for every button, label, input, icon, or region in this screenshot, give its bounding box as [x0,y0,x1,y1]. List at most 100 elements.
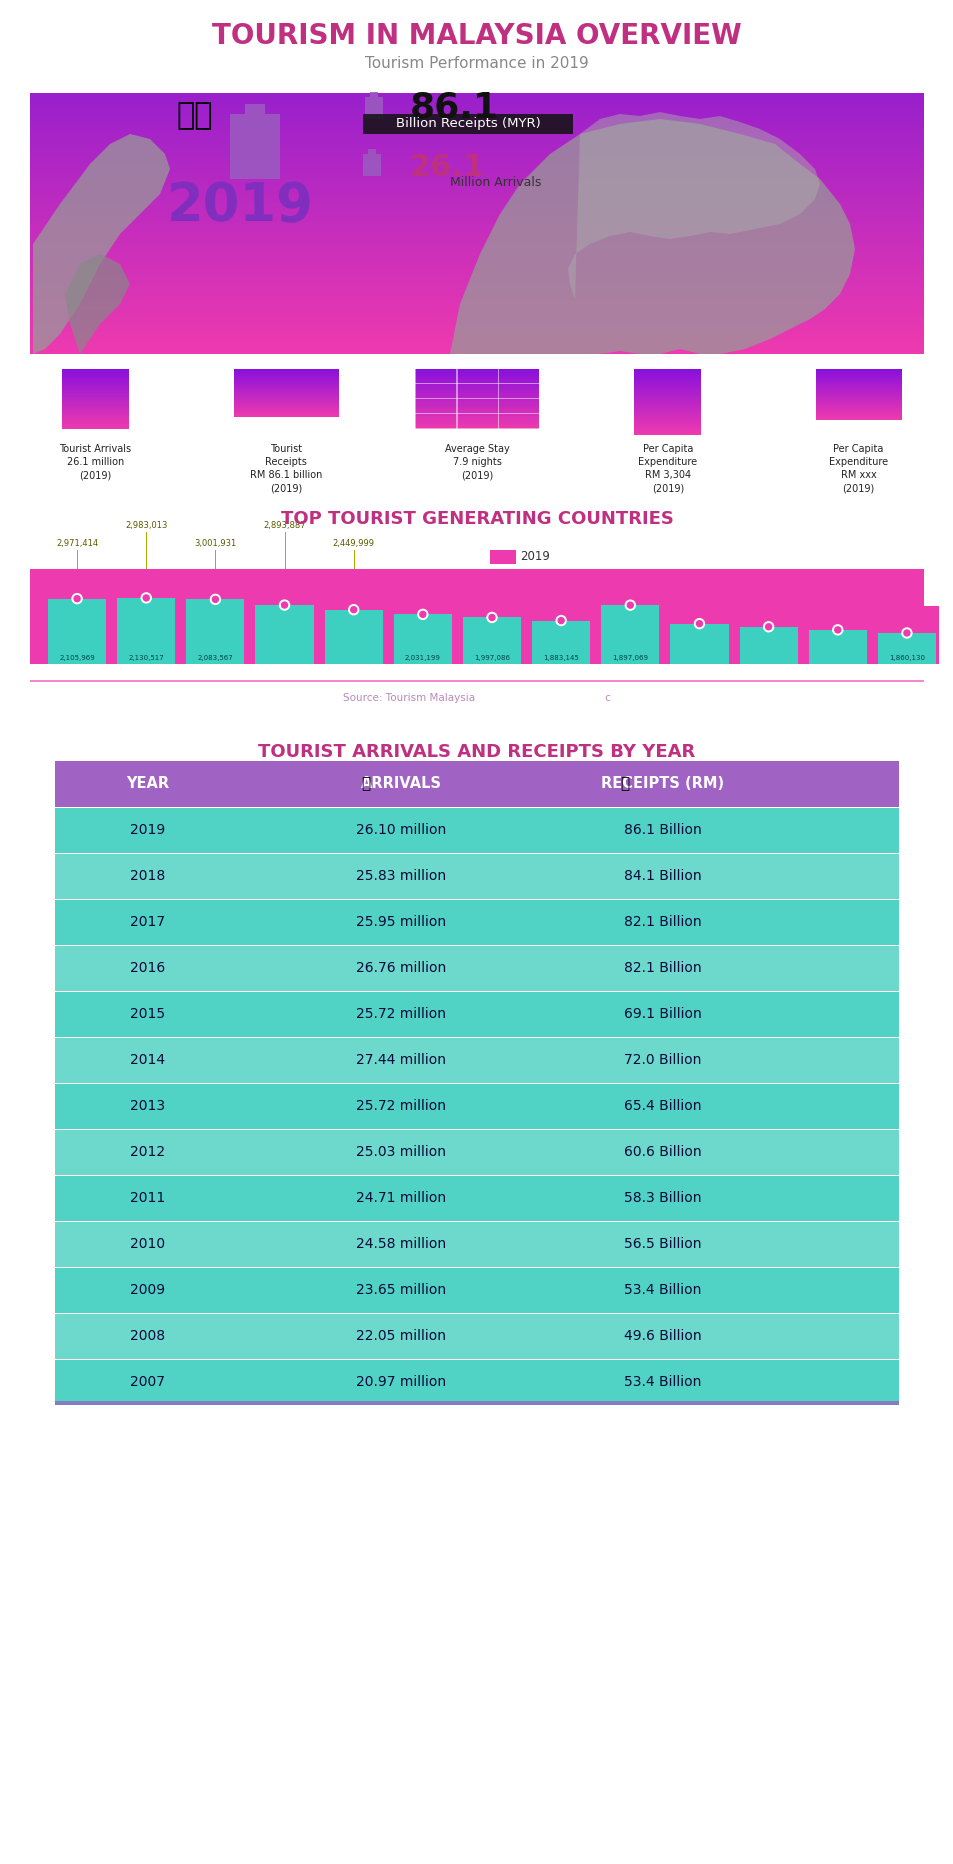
Bar [30,196,923,198]
Circle shape [281,602,287,608]
Bar [30,255,923,259]
Bar [30,289,923,291]
Text: 49.6 Billion: 49.6 Billion [623,1329,700,1344]
Bar [532,621,590,664]
Text: 2,031,199: 2,031,199 [404,654,440,662]
Bar [30,339,923,343]
Text: 1,897,069: 1,897,069 [612,654,648,662]
Bar [30,125,923,129]
Bar [30,237,923,239]
Bar [30,281,923,285]
Text: Tourist
Receipts
RM 86.1 billion
(2019): Tourist Receipts RM 86.1 billion (2019) [250,444,322,494]
Bar [30,226,923,227]
Bar [30,188,923,192]
Bar [30,298,923,302]
Text: 26.10 million: 26.10 million [355,824,446,837]
Circle shape [279,600,289,610]
Bar [255,606,314,664]
Bar [30,121,923,125]
Bar [736,606,800,664]
Bar [55,1038,898,1083]
Bar [30,233,923,237]
Text: 🇲🇾: 🇲🇾 [176,101,213,130]
Bar [30,252,923,254]
Bar [874,606,938,664]
Text: 💰: 💰 [619,777,629,792]
Bar [30,240,923,244]
Bar [230,114,280,179]
Bar [30,136,923,140]
Text: 1,997,086: 1,997,086 [474,654,510,662]
Bar [667,602,731,664]
Bar [186,600,244,664]
Circle shape [694,619,703,628]
Circle shape [419,611,425,617]
Text: Tourism Performance in 2019: Tourism Performance in 2019 [365,56,588,71]
Text: 65.4 Billion: 65.4 Billion [623,1100,700,1113]
Bar [30,134,923,138]
Bar [30,313,923,317]
Polygon shape [65,254,130,354]
Text: 2,105,969: 2,105,969 [59,654,95,662]
Bar [30,239,923,240]
Bar [529,600,593,664]
Text: 2,893,887: 2,893,887 [263,522,306,529]
Text: 69.1 Billion: 69.1 Billion [623,1008,700,1021]
Bar [30,162,923,166]
Bar [30,177,923,181]
Text: 26.76 million: 26.76 million [355,962,446,975]
Bar [30,179,923,183]
Circle shape [211,595,220,604]
Text: Source: Tourism Malaysia                                        c: Source: Tourism Malaysia c [343,693,610,703]
Bar [30,306,923,309]
Text: 2012: 2012 [131,1146,165,1159]
Circle shape [832,624,841,636]
Text: 26.1: 26.1 [410,153,485,181]
Bar [30,207,923,211]
Bar [30,285,923,289]
Text: 53.4 Billion: 53.4 Billion [623,1284,700,1297]
Bar [30,311,923,315]
Bar [55,1314,898,1359]
Bar [30,304,923,306]
Text: 2008: 2008 [131,1329,165,1344]
Bar [30,183,923,185]
Bar [55,900,898,945]
Bar [30,250,923,252]
Text: 24.58 million: 24.58 million [355,1238,446,1251]
Bar [114,572,178,664]
Text: 20.97 million: 20.97 million [355,1376,446,1389]
Bar [55,1268,898,1312]
Circle shape [486,613,497,623]
Bar [30,99,923,103]
Bar [30,171,923,173]
Bar [55,761,898,807]
Bar [55,1402,898,1405]
Bar [30,324,923,328]
Bar [459,598,523,664]
Text: 84.1 Billion: 84.1 Billion [623,869,700,884]
Bar [30,97,923,101]
Text: Billion Receipts (MYR): Billion Receipts (MYR) [395,117,539,130]
Bar [30,283,923,287]
Bar [55,807,898,854]
Text: 86.1 Billion: 86.1 Billion [623,824,700,837]
Bar [30,291,923,293]
Bar [30,345,923,347]
Bar [490,550,516,565]
Circle shape [903,630,909,636]
Bar [30,166,923,170]
Text: YEAR: YEAR [126,777,170,792]
Text: 72.0 Billion: 72.0 Billion [623,1053,700,1068]
Bar [30,145,923,147]
Bar [739,626,797,664]
Text: 2015: 2015 [131,1008,165,1021]
Polygon shape [450,119,854,354]
Bar [55,947,898,992]
Bar [30,349,923,352]
Bar [30,198,923,199]
Text: 25.72 million: 25.72 million [355,1100,446,1113]
Bar [30,103,923,104]
Text: 25.03 million: 25.03 million [355,1146,446,1159]
Text: 53.4 Billion: 53.4 Billion [623,1376,700,1389]
